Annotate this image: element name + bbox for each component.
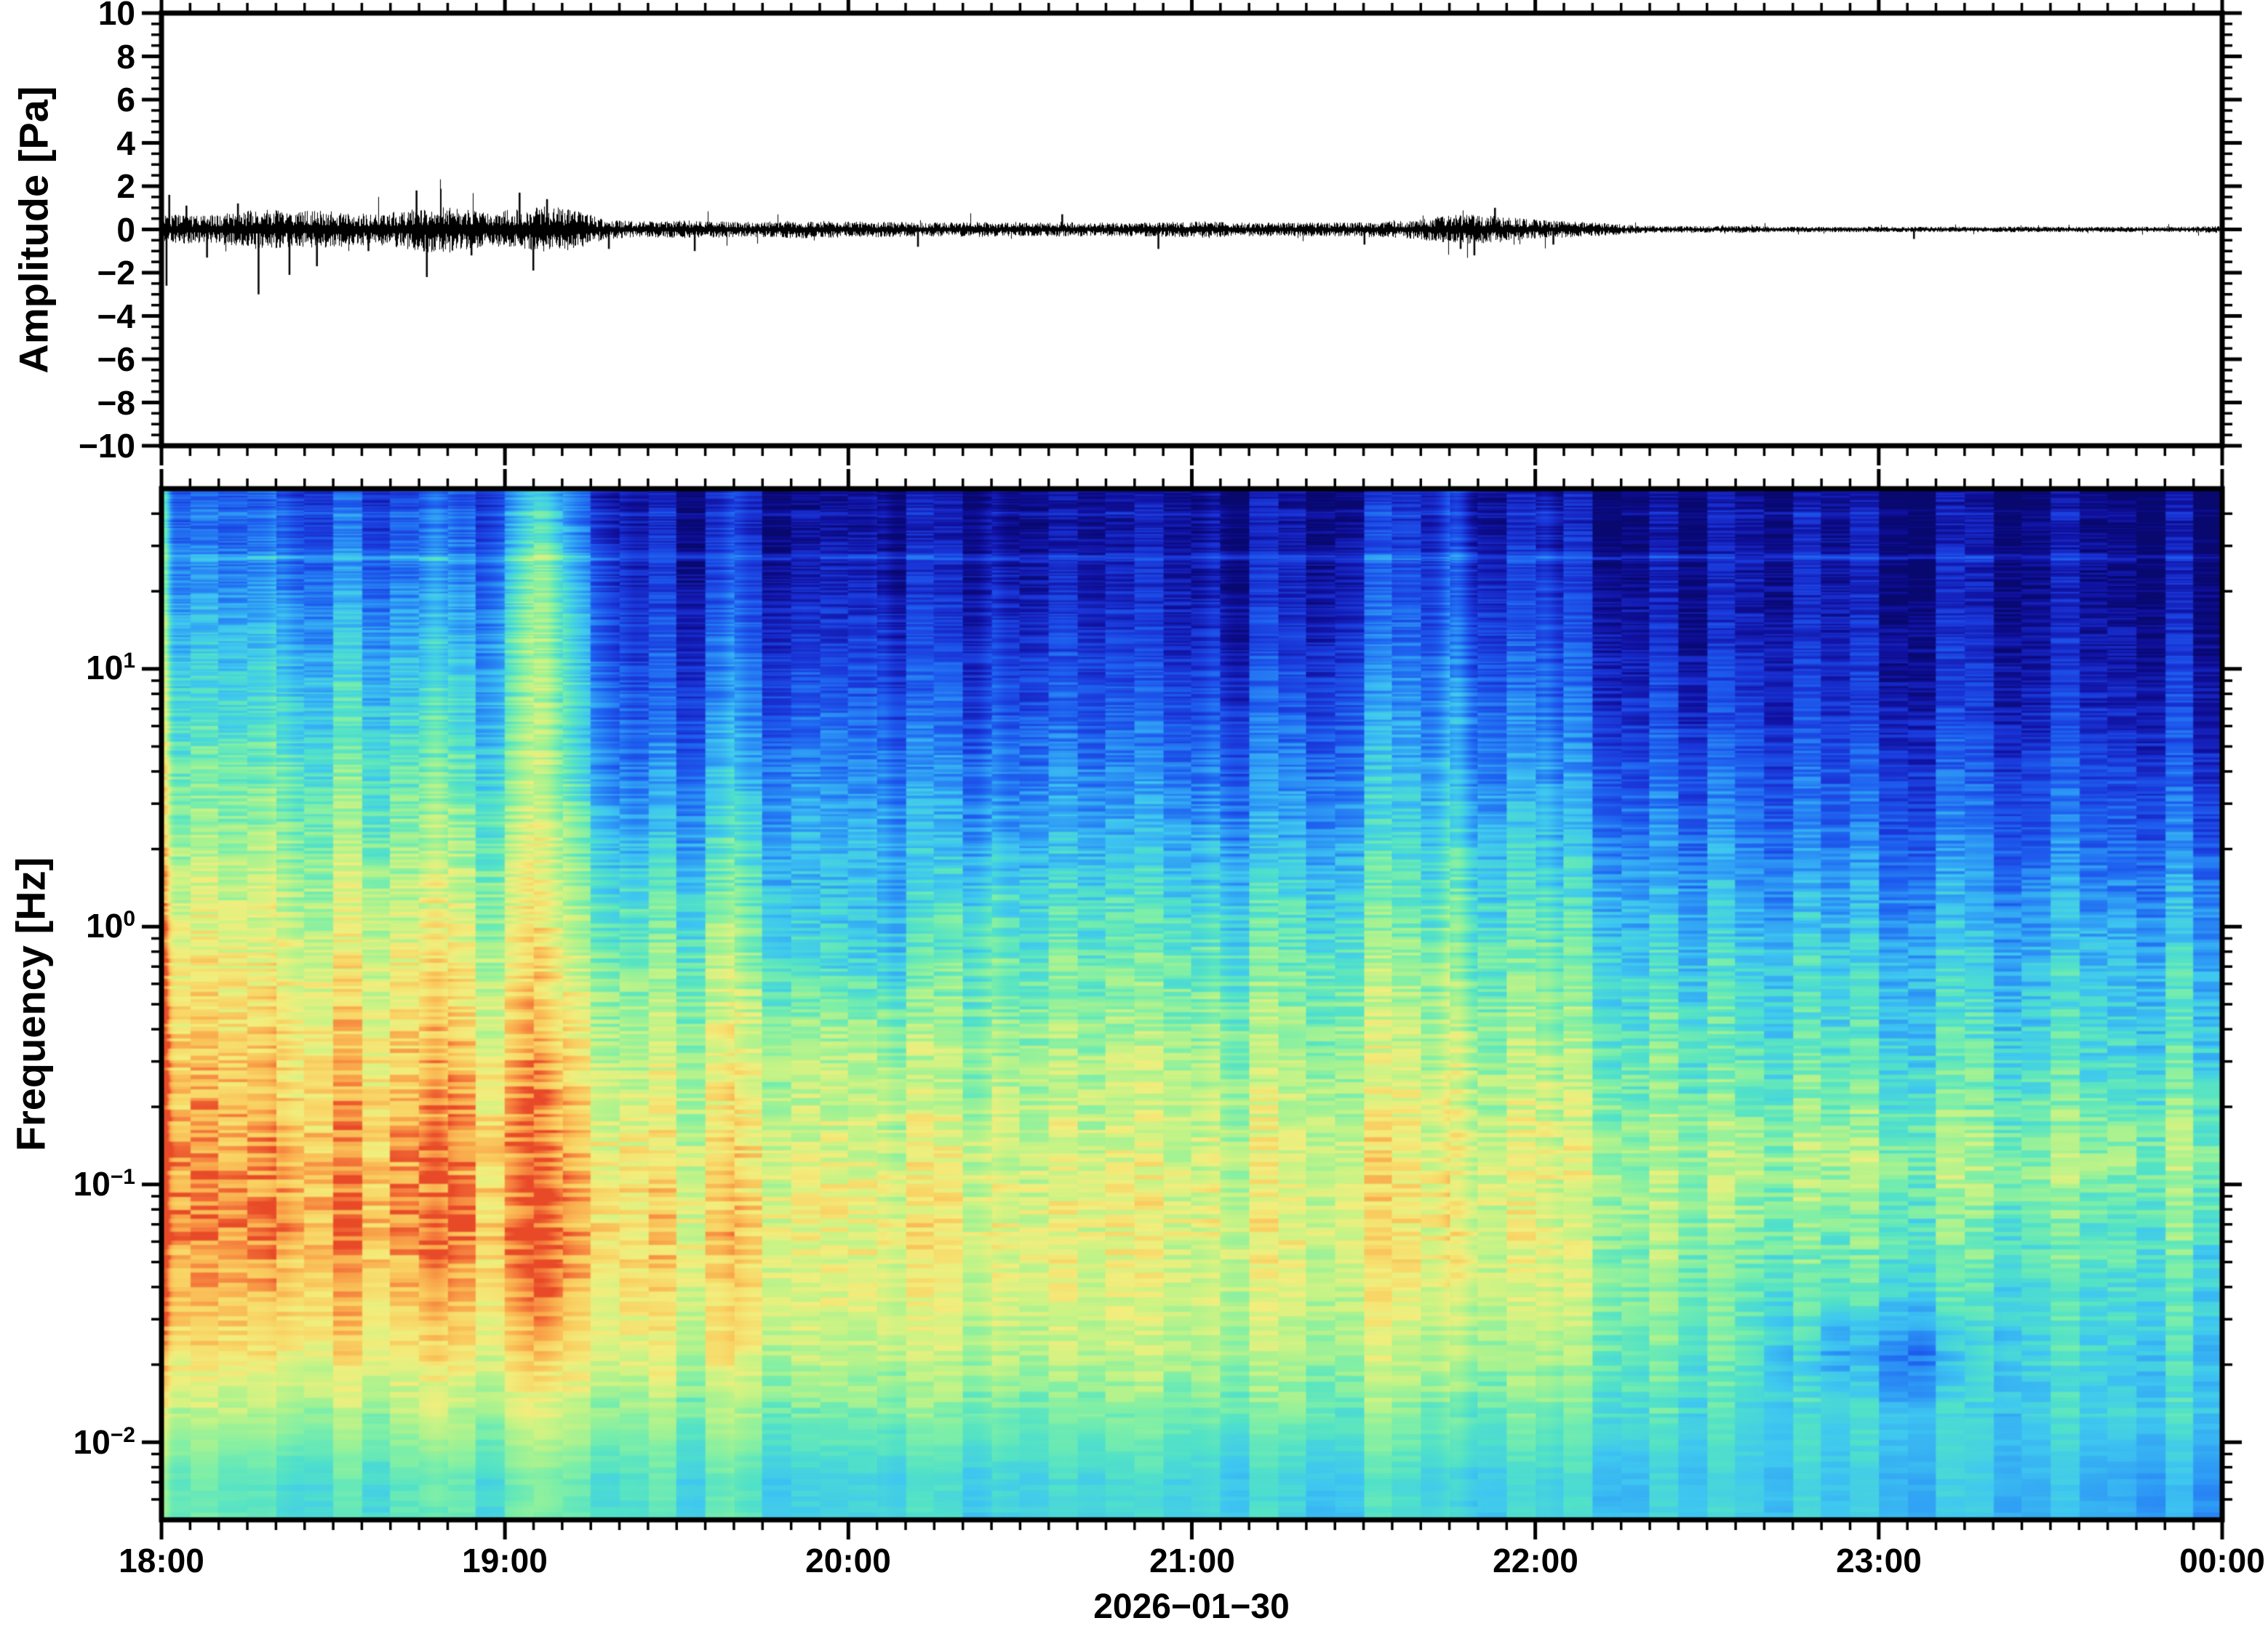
amp-ytick: 2 [116,167,135,205]
amplitude-axis-title: Amplitude [Pa] [10,86,57,374]
time-tick-label: 19:00 [462,1542,548,1579]
freq-ytick-base: 10 [86,649,124,686]
amp-ytick: 10 [97,0,135,32]
time-tick-label: 20:00 [805,1542,891,1579]
freq-ytick-exp: 1 [123,649,135,673]
time-tick-label: 23:00 [1836,1542,1922,1579]
amp-ytick: −4 [97,297,135,335]
freq-ytick-base: 10 [73,1165,111,1203]
freq-ytick-exp: −1 [110,1165,135,1189]
amp-ytick: −2 [97,254,135,292]
frequency-axis-title: Frequency [Hz] [7,857,54,1152]
amp-ytick: −10 [78,427,135,465]
time-tick-label: 00:00 [2179,1542,2265,1579]
freq-ytick-base: 10 [86,907,124,945]
time-tick-label: 18:00 [119,1542,204,1579]
freq-ytick-exp: −2 [110,1423,135,1447]
amp-ytick: 6 [116,81,135,119]
freq-ytick: 10−1 [0,1162,135,1211]
freq-ytick-base: 10 [73,1423,111,1461]
freq-ytick: 101 [0,646,135,694]
freq-ytick: 100 [0,904,135,953]
date-label: 2026−01−30 [1093,1587,1290,1626]
freq-ytick-exp: 0 [123,907,135,931]
amp-ytick: −6 [97,340,135,378]
amp-ytick: −8 [97,384,135,422]
amp-ytick: 0 [116,211,135,249]
amp-ytick: 8 [116,38,135,76]
freq-ytick: 10−2 [0,1420,135,1469]
amp-ytick: 4 [116,124,135,162]
time-tick-label: 22:00 [1493,1542,1578,1579]
time-tick-label: 21:00 [1149,1542,1235,1579]
